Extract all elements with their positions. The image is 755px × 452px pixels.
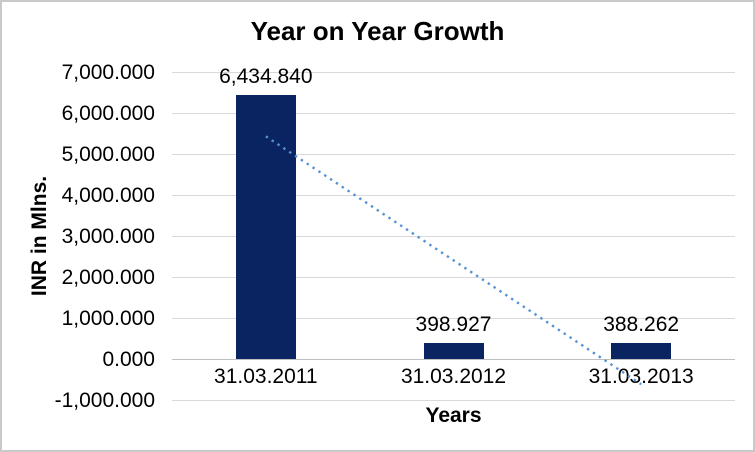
gridline [172,112,735,114]
gridline [172,399,735,401]
y-tick-label: 3,000.000 [61,224,155,248]
x-axis-title: Years [425,404,482,427]
y-tick-label: -1,000.000 [54,388,155,412]
y-tick-label: 2,000.000 [61,265,155,289]
y-tick-label: 4,000.000 [61,183,155,207]
x-tick-label: 31.03.2013 [588,365,694,388]
gridline [172,71,735,73]
chart-title: Year on Year Growth [250,16,505,46]
bar-31.03.2012 [423,342,484,359]
bar-31.03.2013 [611,343,672,359]
x-tick-label: 31.03.2011 [214,365,318,388]
data-label: 398.927 [415,312,492,336]
data-label: 388.262 [603,313,680,337]
y-tick-label: 7,000.000 [61,60,155,84]
y-tick-label: 0.000 [102,347,155,371]
data-label: 6,434.840 [219,65,313,89]
bar-31.03.2011 [235,95,296,359]
y-tick-label: 1,000.000 [61,306,155,330]
x-tick-label: 31.03.2012 [400,365,507,388]
y-tick-label: 6,000.000 [61,101,155,125]
y-tick-label: 5,000.000 [61,142,155,166]
